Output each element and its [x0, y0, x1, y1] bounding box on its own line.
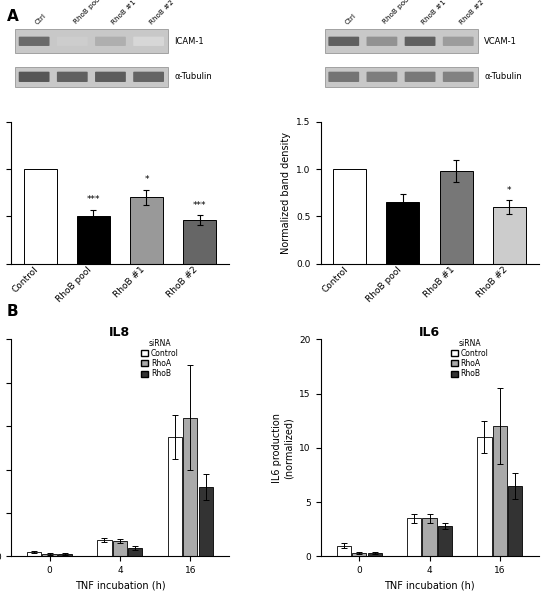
Text: α-Tubulin: α-Tubulin	[484, 72, 522, 81]
Bar	[15, 66, 168, 87]
Bar	[183, 220, 216, 264]
X-axis label: TNF incubation (h): TNF incubation (h)	[75, 581, 165, 591]
Title: IL8: IL8	[109, 326, 131, 339]
FancyBboxPatch shape	[95, 37, 126, 46]
Bar	[42, 554, 57, 556]
FancyBboxPatch shape	[329, 72, 359, 82]
Bar	[508, 486, 522, 556]
Bar	[23, 169, 57, 264]
Text: Ctrl: Ctrl	[34, 12, 48, 25]
Bar	[337, 546, 351, 556]
Legend: Control, RhoA, RhoB: Control, RhoA, RhoB	[451, 339, 489, 378]
Text: RhoB #2: RhoB #2	[459, 0, 485, 25]
Bar	[352, 553, 366, 556]
FancyBboxPatch shape	[57, 72, 88, 82]
Legend: Control, RhoA, RhoB: Control, RhoA, RhoB	[141, 339, 179, 378]
Text: RhoB #1: RhoB #1	[421, 0, 447, 25]
Text: VCAM-1: VCAM-1	[484, 37, 517, 46]
FancyBboxPatch shape	[443, 72, 474, 82]
Text: RhoB #1: RhoB #1	[110, 0, 138, 25]
FancyBboxPatch shape	[57, 37, 88, 46]
Title: IL6: IL6	[419, 326, 440, 339]
Bar	[438, 526, 452, 556]
X-axis label: TNF incubation (h): TNF incubation (h)	[384, 581, 475, 591]
FancyBboxPatch shape	[367, 37, 397, 46]
Bar	[168, 437, 182, 556]
Text: B: B	[7, 304, 18, 318]
FancyBboxPatch shape	[133, 72, 164, 82]
Bar	[97, 540, 112, 556]
Bar	[128, 548, 143, 556]
Text: ICAM-1: ICAM-1	[175, 37, 204, 46]
FancyBboxPatch shape	[367, 72, 397, 82]
Bar	[423, 519, 437, 556]
Bar	[493, 426, 507, 556]
Bar	[199, 487, 213, 556]
Bar	[183, 417, 197, 556]
Text: ***: ***	[86, 195, 100, 204]
Text: RhoB pool: RhoB pool	[72, 0, 102, 25]
Bar	[325, 30, 478, 53]
FancyBboxPatch shape	[443, 37, 474, 46]
FancyBboxPatch shape	[133, 37, 164, 46]
Text: RhoB pool: RhoB pool	[382, 0, 412, 25]
Bar	[130, 198, 163, 264]
FancyBboxPatch shape	[405, 37, 436, 46]
Bar	[113, 541, 127, 556]
Bar	[368, 553, 382, 556]
Text: *: *	[144, 175, 149, 184]
Text: A: A	[7, 9, 18, 24]
Text: Ctrl: Ctrl	[344, 12, 357, 25]
FancyBboxPatch shape	[18, 37, 50, 46]
Bar	[333, 169, 366, 264]
Bar	[77, 217, 110, 264]
Bar	[477, 437, 492, 556]
Bar	[386, 202, 419, 264]
FancyBboxPatch shape	[405, 72, 436, 82]
Bar	[58, 554, 72, 556]
Text: ***: ***	[193, 201, 206, 210]
FancyBboxPatch shape	[95, 72, 126, 82]
Y-axis label: Normalized band density: Normalized band density	[281, 131, 291, 254]
FancyBboxPatch shape	[18, 72, 50, 82]
Text: α-Tubulin: α-Tubulin	[175, 72, 212, 81]
Bar	[440, 171, 473, 264]
Bar	[493, 207, 526, 264]
Text: *: *	[507, 186, 511, 195]
Y-axis label: IL6 production
(normalized): IL6 production (normalized)	[272, 413, 294, 483]
FancyBboxPatch shape	[329, 37, 359, 46]
Bar	[27, 552, 41, 556]
Bar	[407, 519, 421, 556]
Text: RhoB #2: RhoB #2	[149, 0, 176, 25]
Bar	[325, 66, 478, 87]
Bar	[15, 30, 168, 53]
